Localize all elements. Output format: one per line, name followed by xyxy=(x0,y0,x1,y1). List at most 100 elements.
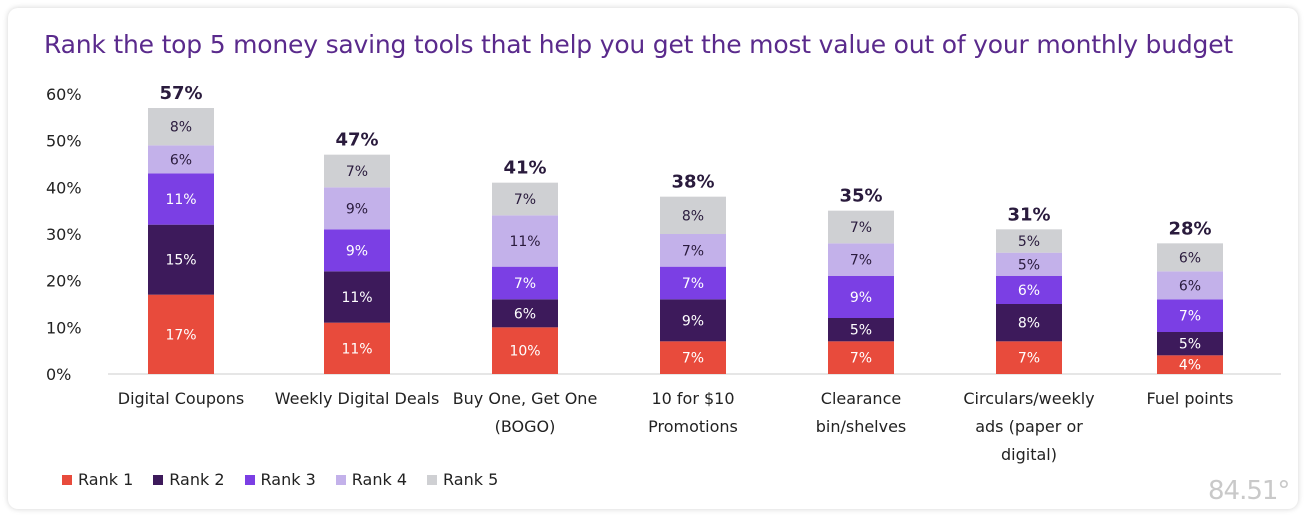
bar-segment xyxy=(324,271,390,323)
bar-segment xyxy=(828,210,894,244)
data-label: 8% xyxy=(170,120,192,136)
data-label: 8% xyxy=(682,208,704,224)
data-label: 6% xyxy=(170,152,192,168)
data-label: 11% xyxy=(341,341,372,357)
stacked-bar-chart: 0% 10% 20% 30% 40% 50% 60% 17% 15% 11% 6% 8% 57% Digi… xyxy=(46,83,1281,464)
legend-item: Rank 3 xyxy=(244,470,316,489)
legend-item: Rank 2 xyxy=(153,470,225,489)
legend-swatch xyxy=(335,474,346,485)
total-label: 28% xyxy=(1168,218,1211,239)
data-label: 7% xyxy=(1179,309,1201,325)
data-label: 9% xyxy=(682,313,704,329)
x-tick-label: Promotions xyxy=(648,417,738,436)
y-tick-label: 10% xyxy=(46,318,82,337)
total-label: 41% xyxy=(503,158,546,179)
data-label: 7% xyxy=(682,276,704,292)
data-label: 5% xyxy=(1179,337,1201,353)
data-label: 7% xyxy=(346,164,368,180)
data-label: 7% xyxy=(850,351,872,367)
bar-segment xyxy=(1157,355,1223,374)
x-tick-label: Buy One, Get One xyxy=(453,389,598,408)
data-label: 6% xyxy=(1179,278,1201,294)
bar-segment xyxy=(148,294,214,374)
bar-segment xyxy=(996,341,1062,374)
x-tick-label: digital) xyxy=(1001,445,1057,464)
bar-segment xyxy=(1157,332,1223,356)
legend: Rank 1 Rank 2 Rank 3 Rank 4 Rank 5 xyxy=(62,470,498,489)
y-tick-label: 30% xyxy=(46,225,82,244)
data-label: 10% xyxy=(509,344,540,360)
data-label: 15% xyxy=(165,253,196,269)
legend-label: Rank 3 xyxy=(260,470,316,489)
legend-swatch xyxy=(62,474,72,485)
legend-label: Rank 4 xyxy=(351,470,407,489)
bar-segment xyxy=(492,182,558,216)
data-label: 7% xyxy=(514,192,536,208)
data-label: 5% xyxy=(1018,234,1040,250)
data-label: 9% xyxy=(346,243,368,259)
bar-segment xyxy=(324,187,390,230)
legend-label: Rank 5 xyxy=(443,470,499,489)
bar-segment xyxy=(148,108,214,146)
data-label: 9% xyxy=(850,290,872,306)
data-label: 5% xyxy=(850,323,872,339)
legend-swatch xyxy=(244,474,255,485)
data-label: 7% xyxy=(1018,351,1040,367)
x-tick-label: Weekly Digital Deals xyxy=(275,389,440,408)
bar-segment xyxy=(660,341,726,374)
x-tick-label: Clearance xyxy=(821,389,901,408)
x-tick-label: Digital Coupons xyxy=(118,389,245,408)
total-label: 35% xyxy=(839,186,882,207)
data-label: 11% xyxy=(341,290,372,306)
data-label: 7% xyxy=(514,276,536,292)
legend-item: Rank 4 xyxy=(335,470,407,489)
legend-swatch xyxy=(427,474,437,485)
bar-segment xyxy=(996,276,1062,304)
bar-segment xyxy=(996,229,1062,253)
y-tick-label: 40% xyxy=(46,178,82,197)
legend-label: Rank 1 xyxy=(78,470,134,489)
bar-segment xyxy=(492,266,558,300)
x-tick-label: bin/shelves xyxy=(816,417,907,436)
bar-segment xyxy=(492,327,558,374)
data-label: 8% xyxy=(1018,316,1040,332)
legend-item: Rank 5 xyxy=(427,470,498,489)
legend-swatch xyxy=(153,474,164,485)
data-label: 5% xyxy=(1018,257,1040,273)
bar-segment xyxy=(996,252,1062,276)
bar-segment xyxy=(148,145,214,174)
data-label: 6% xyxy=(514,306,536,322)
bar-segment xyxy=(1157,243,1223,272)
total-label: 47% xyxy=(335,130,378,151)
data-label: 6% xyxy=(1179,250,1201,266)
data-label: 6% xyxy=(1018,283,1040,299)
chart-title: Rank the top 5 money saving tools that h… xyxy=(44,30,1233,59)
data-label: 17% xyxy=(165,327,196,343)
brand-logo: 84.51° xyxy=(1208,476,1290,506)
y-tick-label: 0% xyxy=(46,365,71,384)
x-tick-label: ads (paper or xyxy=(975,417,1083,436)
data-label: 11% xyxy=(509,234,540,250)
x-tick-label: Circulars/weekly xyxy=(963,389,1094,408)
data-label: 7% xyxy=(850,253,872,269)
data-label: 11% xyxy=(165,192,196,208)
bar-segment xyxy=(148,173,214,225)
bar-segment xyxy=(828,341,894,374)
legend-label: Rank 2 xyxy=(169,470,225,489)
data-label: 9% xyxy=(346,201,368,217)
bar-segment xyxy=(148,224,214,295)
bar-segment xyxy=(660,266,726,300)
bar-segment xyxy=(996,304,1062,342)
bar-segment xyxy=(492,299,558,328)
bar-segment xyxy=(828,243,894,276)
bar-segment xyxy=(660,299,726,342)
y-tick-label: 20% xyxy=(46,272,82,291)
chart-card: Rank the top 5 money saving tools that h… xyxy=(8,8,1298,509)
x-tick-label: 10 for $10 xyxy=(651,389,734,408)
bar-segment xyxy=(324,229,390,272)
data-label: 7% xyxy=(682,243,704,259)
y-tick-label: 50% xyxy=(46,132,82,151)
bar-segment xyxy=(828,318,894,342)
total-label: 31% xyxy=(1007,204,1050,225)
total-label: 38% xyxy=(671,172,714,193)
